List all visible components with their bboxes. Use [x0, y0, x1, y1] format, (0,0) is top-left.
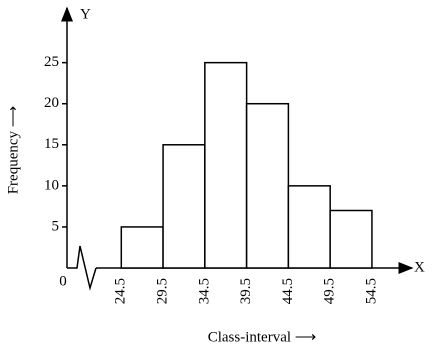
- x-tick-label: 29.5: [155, 278, 171, 304]
- x-tick-label: 24.5: [113, 278, 129, 304]
- origin-label: 0: [59, 273, 67, 289]
- x-tick-label: 34.5: [196, 278, 212, 304]
- bar: [162, 144, 206, 269]
- y-tick-label: 25: [44, 54, 59, 70]
- y-tick-label: 10: [44, 177, 59, 193]
- y-tick-label: 20: [44, 95, 59, 111]
- x-axis-label: Class-interval ⟶: [208, 329, 317, 345]
- x-tick-label: 39.5: [238, 278, 254, 304]
- y-axis-label: Frequency ⟶: [5, 106, 21, 195]
- bar: [204, 61, 248, 269]
- axis-break: [67, 245, 97, 291]
- bar: [120, 226, 164, 269]
- y-tick-label: 5: [52, 218, 60, 234]
- x-axis-letter: X: [414, 259, 425, 275]
- bar: [245, 102, 290, 269]
- bar: [329, 209, 373, 269]
- y-tick-label: 15: [44, 136, 59, 152]
- y-axis-letter: Y: [80, 6, 91, 22]
- x-tick-label: 54.5: [363, 278, 379, 304]
- x-tick-label: 49.5: [322, 278, 338, 304]
- bar: [287, 185, 331, 269]
- x-tick-label: 44.5: [280, 278, 296, 304]
